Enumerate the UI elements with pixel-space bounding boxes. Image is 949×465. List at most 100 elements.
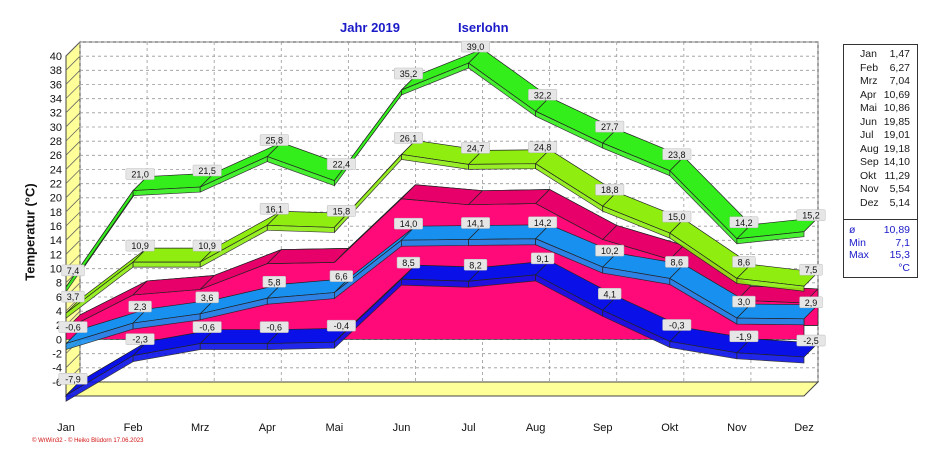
- data-label: 14,1: [467, 218, 485, 228]
- grid-tick: [65, 211, 81, 227]
- data-label-bg: [796, 209, 826, 221]
- data-label: -1,9: [736, 332, 752, 342]
- stats-summary-label: Max: [849, 249, 869, 261]
- grid-tick: [65, 98, 81, 113]
- data-label: 27,7: [601, 122, 619, 132]
- y-tick-label: 6: [56, 292, 62, 304]
- min-ribbon-edge: [199, 343, 268, 350]
- data-label: 21,5: [198, 166, 216, 176]
- data-label: 3,7: [67, 292, 80, 302]
- data-label: 7,5: [805, 265, 818, 275]
- grid-tick: [65, 70, 81, 85]
- data-label-bg: [326, 205, 356, 217]
- data-label-bg: [394, 217, 423, 230]
- data-label-bg: [662, 319, 692, 331]
- data-label: 6,6: [335, 272, 348, 282]
- grid-tick: [65, 41, 81, 57]
- data-label-bg: [259, 134, 289, 146]
- data-label-bg: [259, 203, 289, 215]
- data-label: 15,2: [802, 211, 820, 221]
- stats-month: Aug: [860, 142, 879, 155]
- stats-month: Jan: [860, 48, 877, 60]
- data-label-bg: [394, 67, 423, 80]
- y-tick-label: 12: [50, 249, 62, 261]
- data-label-bg: [259, 321, 289, 333]
- y-tick-label: 14: [50, 235, 62, 247]
- data-label-bg: [595, 244, 625, 257]
- data-label: 18,8: [601, 185, 619, 195]
- data-label: 10,9: [198, 241, 216, 251]
- data-label: 8,5: [402, 258, 415, 268]
- y-tick-label: 38: [50, 65, 62, 77]
- y-tick-label: 26: [50, 150, 62, 162]
- data-label: 9,1: [536, 254, 549, 264]
- y-tick-label: 16: [50, 221, 62, 233]
- data-label: 24,7: [467, 143, 485, 153]
- data-label-bg: [595, 183, 625, 196]
- grid-tick: [65, 126, 81, 142]
- data-label: 2,9: [805, 298, 818, 308]
- data-label: 16,1: [266, 204, 284, 214]
- stats-value: 19,01: [883, 129, 910, 141]
- y-tick-label: 20: [50, 193, 62, 205]
- grid-tick: [65, 197, 81, 213]
- stats-row-sep: Sep 14,10: [844, 156, 917, 169]
- data-label: 10,2: [601, 246, 619, 256]
- data-label: 14,2: [534, 218, 552, 228]
- data-label: 23,8: [668, 150, 686, 160]
- data-label-bg: [461, 142, 490, 154]
- data-label-bg: [58, 373, 88, 385]
- stats-month: Nov: [860, 183, 879, 195]
- data-label: 14,0: [400, 219, 418, 229]
- data-label-bg: [528, 89, 558, 101]
- data-label-bg: [192, 239, 222, 252]
- data-label-bg: [732, 295, 756, 308]
- stats-value: 14,10: [883, 156, 910, 168]
- data-label-bg: [396, 256, 421, 269]
- stats-row-jul: Jul 19,01: [844, 129, 917, 142]
- stats-value: 5,14: [889, 196, 910, 209]
- x-tick-label: Jul: [462, 422, 476, 434]
- grid-tick: [65, 240, 81, 255]
- data-label-bg: [61, 290, 85, 303]
- stats-month: Okt: [860, 169, 877, 182]
- y-tick-label: -2: [52, 349, 62, 361]
- data-label-bg: [729, 330, 759, 343]
- x-tick-label: Mai: [325, 422, 343, 434]
- stats-row-okt: Okt 11,29: [844, 170, 917, 183]
- data-label-bg: [461, 217, 490, 229]
- grid-tick: [65, 183, 81, 198]
- meanmax-ribbon-edge: [468, 163, 536, 170]
- grid-tick: [65, 155, 81, 170]
- absmax-ribbon-edge: [736, 231, 805, 245]
- chart-title-year: Jahr 2019: [340, 20, 400, 35]
- data-label-bg: [125, 333, 155, 345]
- stats-month: Feb: [860, 61, 879, 74]
- x-tick-label: Aug: [526, 422, 546, 434]
- y-tick-label: 34: [50, 94, 62, 106]
- data-label: -0,4: [334, 321, 350, 331]
- stats-row-dez: Dez 5,14: [844, 197, 917, 210]
- stats-month: Dez: [860, 196, 879, 209]
- stats-row-aug: Aug 19,18: [844, 143, 917, 156]
- stats-value: 1,47: [889, 48, 910, 60]
- grid-tick: [65, 55, 81, 71]
- grid-tick: [65, 140, 81, 156]
- data-label: -7,9: [65, 374, 81, 384]
- meanmax-ribbon-edge: [736, 278, 805, 292]
- data-label-bg: [796, 334, 826, 347]
- x-tick-label: Dez: [794, 422, 814, 434]
- min-ribbon-edge: [266, 341, 335, 350]
- data-label: 14,2: [735, 218, 753, 228]
- data-label-bg: [326, 158, 356, 170]
- data-label-bg: [461, 40, 490, 53]
- y-axis-label: Temperatur (°C): [22, 183, 38, 281]
- y-tick-label: 40: [50, 51, 62, 63]
- stats-summary-value: 15,3: [889, 249, 910, 261]
- stats-row-jan: Jan 1,47: [844, 48, 917, 61]
- stats-row-mrz: Mrz 7,04: [844, 75, 917, 88]
- stats-row-apr: Apr 10,69: [844, 89, 917, 102]
- y-tick-label: 28: [50, 136, 62, 148]
- min-ribbon-edge: [736, 352, 805, 364]
- data-label: 15,8: [333, 206, 351, 216]
